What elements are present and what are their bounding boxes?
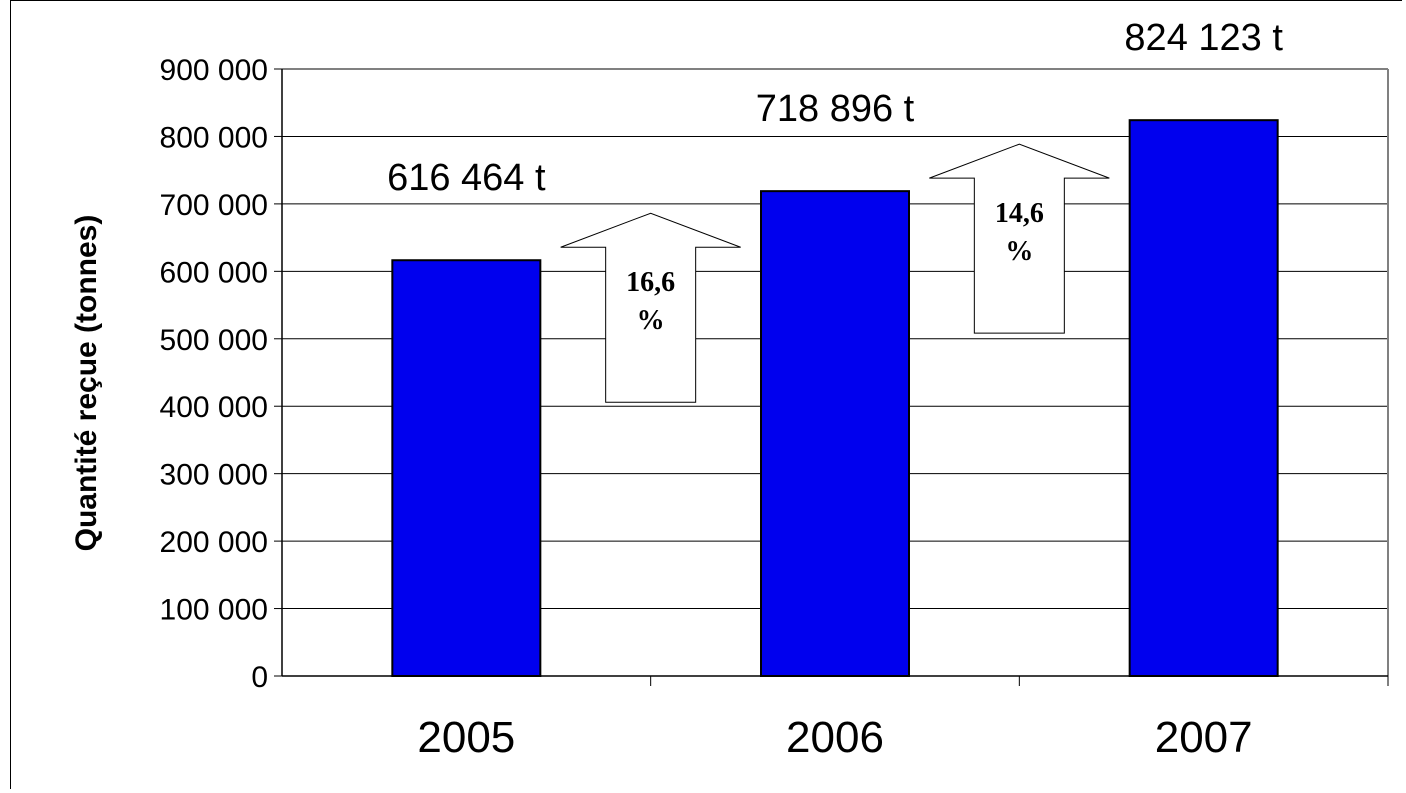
growth-percent: 16,6: [626, 267, 675, 298]
data-label: 824 123 t: [1124, 17, 1283, 59]
growth-percent-sign: %: [1005, 236, 1033, 267]
data-label: 718 896 t: [756, 88, 915, 130]
growth-arrow: 16,6%: [560, 212, 741, 403]
x-tick-label: 2007: [1155, 713, 1253, 762]
bar-2007: [1128, 119, 1279, 678]
y-tick-label: 700 000: [160, 189, 268, 222]
growth-arrows: 16,6%14,6%: [560, 143, 1110, 403]
y-tick-labels: 0 100 000 200 000 300 000 400 000 500 000 600 …: [160, 54, 268, 694]
y-axis-title: Quantité reçue (tonnes): [70, 215, 103, 552]
data-labels: 616 464 t 718 896 t 824 123 t: [387, 17, 1283, 199]
y-tick-label: 200 000: [160, 526, 268, 559]
x-tick-label: 2005: [417, 713, 515, 762]
growth-arrow: 14,6%: [929, 143, 1110, 334]
arrow-shape: [560, 212, 741, 403]
arrow-shape: [929, 143, 1110, 334]
y-tick-label: 300 000: [160, 459, 268, 492]
bar-2006: [760, 190, 910, 677]
data-label: 616 464 t: [387, 157, 546, 199]
bars: [391, 119, 1279, 678]
y-tick-label: 900 000: [160, 54, 268, 87]
x-tick-labels: 2005 2006 2007: [417, 713, 1252, 762]
y-tick-label: 0: [251, 661, 268, 694]
y-tick-label: 400 000: [160, 391, 268, 424]
bar-2005: [391, 259, 542, 677]
growth-percent-sign: %: [637, 305, 665, 336]
growth-percent: 14,6: [995, 198, 1044, 229]
y-tick-label: 500 000: [160, 324, 268, 357]
y-tick-label: 600 000: [160, 256, 268, 289]
y-tick-label: 800 000: [160, 121, 268, 154]
axes: [274, 68, 1389, 686]
x-tick-label: 2006: [786, 713, 884, 762]
y-tick-label: 100 000: [160, 594, 268, 627]
